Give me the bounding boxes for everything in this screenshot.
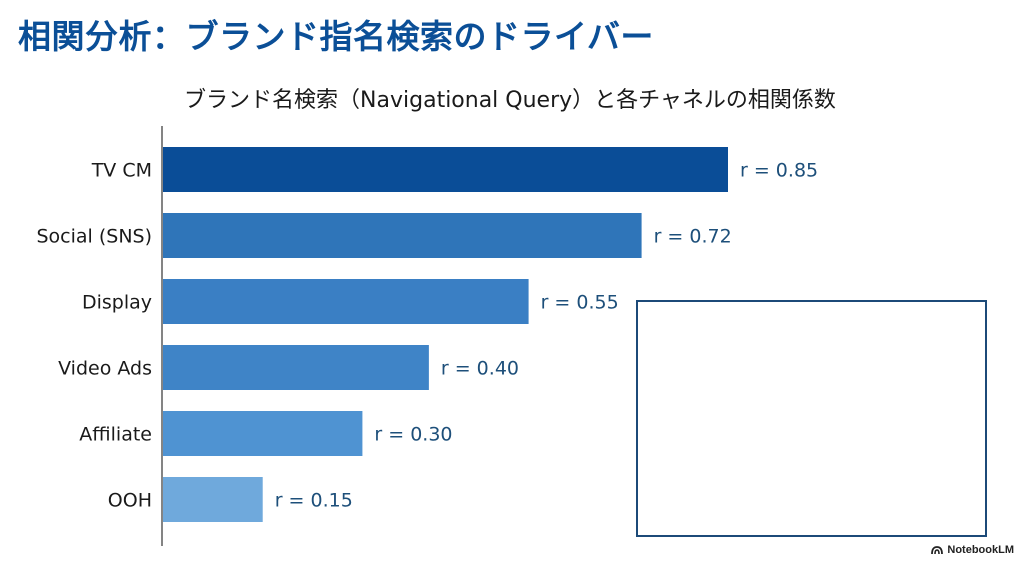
bar-0: [163, 147, 728, 192]
value-label-2: r = 0.55: [541, 292, 619, 314]
value-label-5: r = 0.15: [275, 490, 353, 512]
bar-5: [163, 477, 263, 522]
notebooklm-watermark: NotebookLM: [931, 544, 1014, 556]
value-label-4: r = 0.30: [374, 424, 452, 446]
category-label-4: Affiliate: [79, 424, 152, 446]
bar-1: [163, 213, 642, 258]
page-title: 相関分析：ブランド指名検索のドライバー: [18, 17, 654, 56]
value-label-0: r = 0.85: [740, 160, 818, 182]
chart-title: ブランド名検索（Navigational Query）と各チャネルの相関係数: [184, 88, 836, 113]
empty-placeholder-box: [636, 300, 987, 537]
value-label-1: r = 0.72: [654, 226, 732, 248]
notebooklm-logo-icon: [931, 545, 944, 554]
bar-4: [163, 411, 363, 456]
value-label-3: r = 0.40: [441, 358, 519, 380]
category-label-1: Social (SNS): [36, 226, 152, 248]
category-label-0: TV CM: [91, 160, 152, 182]
category-label-3: Video Ads: [58, 358, 152, 380]
watermark-label: NotebookLM: [947, 544, 1014, 556]
category-label-5: OOH: [108, 490, 152, 512]
category-label-2: Display: [82, 292, 152, 314]
bar-3: [163, 345, 429, 390]
bar-2: [163, 279, 529, 324]
